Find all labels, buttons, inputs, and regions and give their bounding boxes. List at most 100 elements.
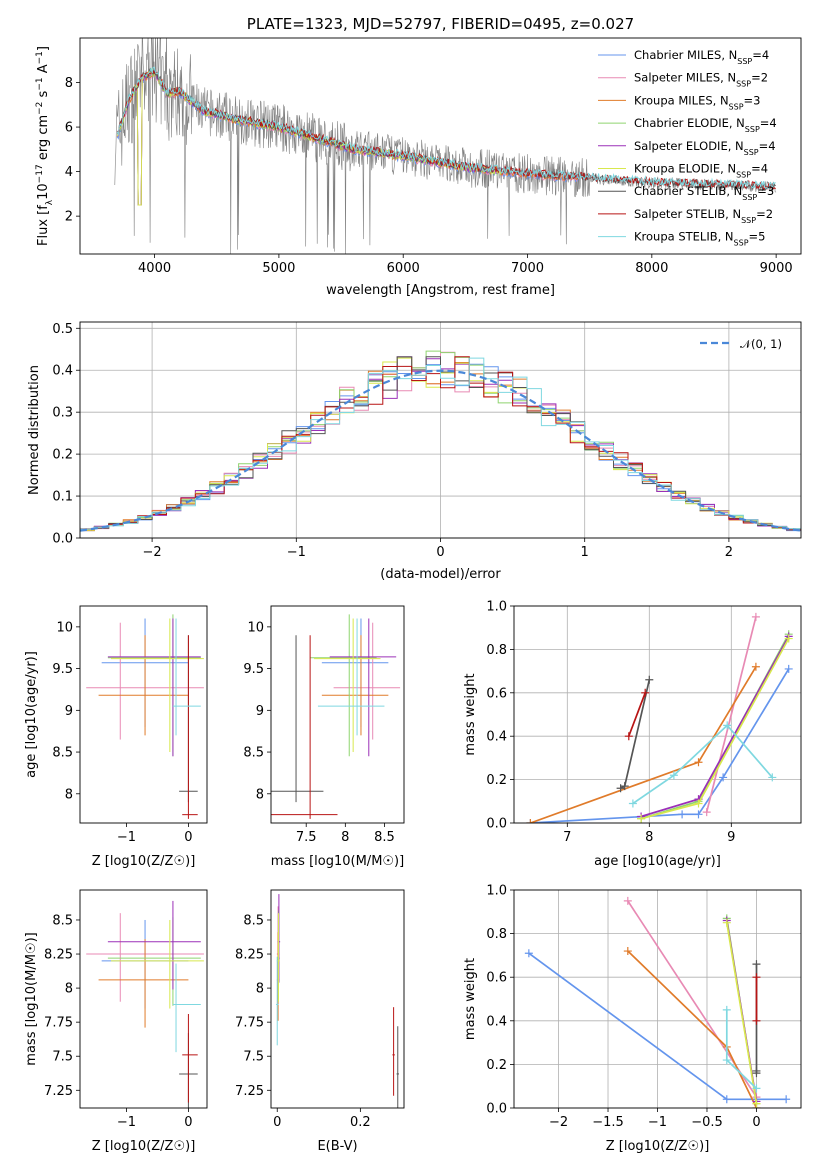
legend-entry: Chabrier STELIB, NSSP=3 [634,184,774,202]
mass_vs_EBV-plot [275,894,400,1108]
legend-sub: SSP [744,147,759,156]
weight-line-salpeter_miles [705,616,757,813]
weight-point-kroupa_stelib [722,1056,731,1065]
ylabel-part: A [36,64,51,77]
mass_vs_EBV-xlabel: E(B-V) [317,1139,357,1154]
y-tick-label: 10 [56,620,73,635]
weight-point-kroupa_elodie [784,634,793,643]
weight-point-kroupa_stelib [768,773,777,782]
y-tick-label: 8 [65,787,73,802]
legend-name: Kroupa ELODIE, N [634,162,736,176]
y-tick-label: 0.0 [486,817,507,832]
x-tick-label: −1 [117,830,136,845]
legend-sub: SSP [741,215,756,224]
weight-point-kroupa_miles [694,758,703,767]
spectrum-title: PLATE=1323, MJD=52797, FIBERID=0495, z=0… [247,15,634,33]
x-tick-label: 8.5 [374,830,395,845]
weight-point-kroupa_elodie [694,799,703,808]
y-tick-label: 8 [256,982,264,997]
axes-frame [79,321,802,539]
x-tick-label: 5000 [262,261,295,276]
y-tick-label: 6 [65,121,73,136]
legend-entry: Kroupa STELIB, NSSP=5 [634,230,765,248]
legend-tail: =2 [751,71,768,85]
weight-line-chabrier_miles [530,668,790,823]
legend-entry: Kroupa MILES, NSSP=3 [634,93,760,111]
ylabel-part: λ [45,199,55,205]
legend-entry: Chabrier ELODIE, NSSP=4 [634,116,777,134]
weight-line-kroupa_elodie [640,638,790,820]
ylabel-part: −17 [35,164,45,183]
weight-point-salpeter_miles [623,896,632,905]
weight-point-kroupa_stelib [723,721,732,730]
y-tick-label: 0.4 [486,730,507,745]
x-tick-label: −1.5 [592,1115,624,1130]
age_vs_Z-plot [86,614,204,819]
y-tick-label: 7.25 [44,1084,73,1099]
weight-line-kroupa_miles [627,950,758,1108]
x-tick-label: 9000 [760,261,793,276]
weight-point-chabrier_stelib [620,782,629,791]
legend-tail: =4 [760,116,777,130]
x-tick-label: 0 [752,1115,760,1130]
x-tick-label: −1 [287,545,306,560]
y-tick-label: 0.4 [486,1014,507,1029]
y-tick-label: 0.8 [486,927,507,942]
weight-point-kroupa_miles [751,662,760,671]
x-tick-label: 0.2 [350,1115,371,1130]
x-tick-label: 0 [184,830,192,845]
legend-name: Salpeter MILES, N [634,71,736,85]
weight-line-kroupa_stelib [632,724,773,805]
x-tick-label: 8 [645,830,653,845]
y-tick-label: 8.25 [235,948,264,963]
legend-name: Salpeter ELODIE, N [634,139,744,153]
x-tick-label: 7.5 [296,830,317,845]
weight-point-kroupa_miles [526,819,535,823]
x-tick-label: 0 [184,1115,192,1130]
axes-frame [513,889,802,1109]
age_vs_mass-plot [271,614,401,819]
mass_weight_vs_age-plot [526,612,793,823]
weight-point-salpeter_stelib [752,973,761,982]
y-tick-label: 0.3 [52,406,73,421]
legend-name: Kroupa STELIB, N [634,230,734,244]
weight-point-salpeter_miles [702,808,711,817]
model-spectrum-kroupa_stelib [116,66,776,189]
weight-point-chabrier_miles [694,810,703,819]
y-tick-label: 9 [256,704,264,719]
weight-point-chabrier_miles [678,810,687,819]
legend-entry: Kroupa ELODIE, NSSP=4 [634,162,768,180]
y-tick-label: 7.5 [243,1050,264,1065]
spectrum-xlabel: wavelength [Angstrom, rest frame] [326,283,555,298]
age_vs_Z-xlabel: Z [log10(Z/Z☉)] [92,854,196,869]
y-tick-label: 2 [65,210,73,225]
histogram-kroupa_stelib [80,357,801,533]
mass_weight_vs_Z-xlabel: Z [log10(Z/Z☉)] [606,1139,710,1154]
weight-point-chabrier_miles [784,664,793,673]
weight-line-salpeter_stelib [628,692,646,737]
legend-name: Chabrier MILES, N [634,48,737,62]
x-tick-label: 7 [563,830,571,845]
x-tick-label: 0 [436,545,444,560]
y-tick-label: 0.8 [486,643,507,658]
y-tick-label: 0.0 [52,532,73,547]
legend-tail: =4 [759,139,776,153]
x-tick-label: 9 [727,830,735,845]
spectrum-plot [114,38,777,254]
axes-frame [79,889,208,1109]
weight-point-chabrier_miles [782,1095,791,1104]
y-tick-label: 0.0 [486,1102,507,1117]
axes-frame [79,37,802,255]
legend-sub: SSP [745,125,760,134]
y-tick-label: 7.75 [235,1016,264,1031]
ylabel-part: 10 [36,183,51,200]
legend-tail: =4 [752,48,769,62]
weight-point-chabrier_stelib [752,1066,761,1075]
mass_weight_vs_age-xlabel: age [log10(age/yr)] [594,854,721,869]
x-tick-label: 6000 [387,261,420,276]
y-tick-label: 9.5 [52,662,73,677]
x-tick-label: 7000 [511,261,544,276]
weight-line-kroupa_miles [530,666,757,823]
legend-name: Kroupa MILES, N [634,93,729,107]
